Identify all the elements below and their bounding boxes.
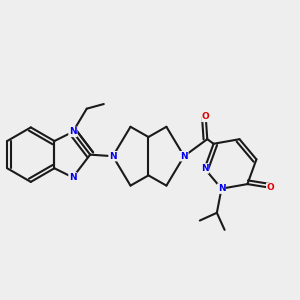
Text: N: N [218, 184, 225, 193]
Text: O: O [267, 183, 274, 192]
Text: N: N [69, 128, 76, 136]
Text: N: N [69, 173, 76, 182]
Text: N: N [109, 152, 117, 161]
Text: N: N [201, 164, 208, 173]
Text: O: O [202, 112, 210, 122]
Text: N: N [180, 152, 188, 161]
